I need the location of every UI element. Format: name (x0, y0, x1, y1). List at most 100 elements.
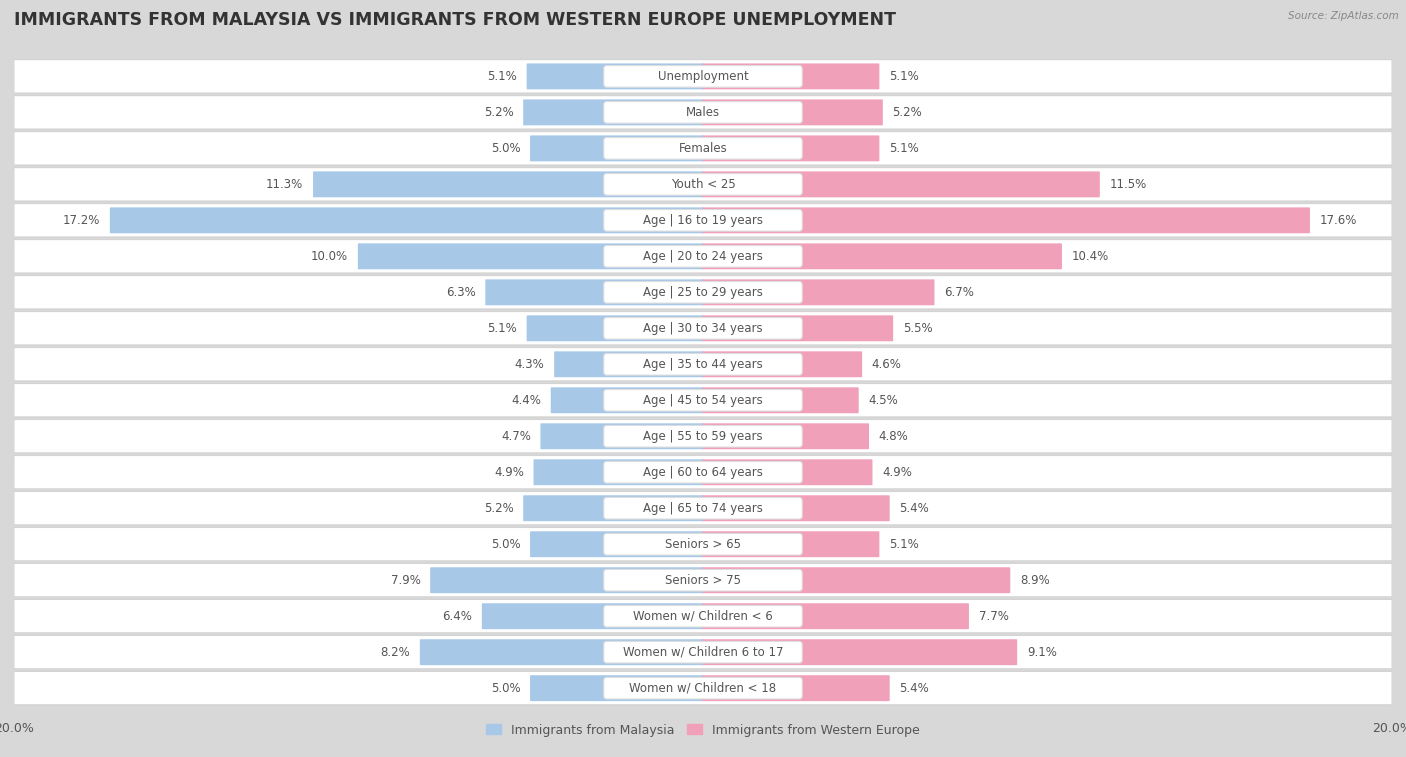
Text: 5.1%: 5.1% (488, 322, 517, 335)
Text: 5.4%: 5.4% (900, 502, 929, 515)
FancyBboxPatch shape (14, 600, 1392, 633)
FancyBboxPatch shape (703, 99, 883, 126)
FancyBboxPatch shape (703, 171, 1099, 198)
FancyBboxPatch shape (603, 101, 803, 123)
FancyBboxPatch shape (703, 279, 935, 305)
FancyBboxPatch shape (14, 528, 1392, 561)
Text: 4.4%: 4.4% (512, 394, 541, 407)
FancyBboxPatch shape (14, 492, 1392, 525)
FancyBboxPatch shape (703, 495, 890, 522)
FancyBboxPatch shape (14, 564, 1392, 597)
Text: 5.2%: 5.2% (484, 502, 513, 515)
Text: 4.8%: 4.8% (879, 430, 908, 443)
Text: 4.9%: 4.9% (882, 466, 912, 478)
FancyBboxPatch shape (603, 173, 803, 195)
FancyBboxPatch shape (603, 497, 803, 519)
FancyBboxPatch shape (527, 316, 703, 341)
FancyBboxPatch shape (530, 136, 703, 161)
FancyBboxPatch shape (14, 168, 1392, 201)
FancyBboxPatch shape (527, 64, 703, 89)
Text: 4.7%: 4.7% (501, 430, 531, 443)
FancyBboxPatch shape (703, 675, 890, 701)
Text: Males: Males (686, 106, 720, 119)
Text: 5.1%: 5.1% (889, 142, 918, 155)
Text: IMMIGRANTS FROM MALAYSIA VS IMMIGRANTS FROM WESTERN EUROPE UNEMPLOYMENT: IMMIGRANTS FROM MALAYSIA VS IMMIGRANTS F… (14, 11, 896, 30)
Text: 5.1%: 5.1% (889, 70, 918, 83)
Text: 5.0%: 5.0% (491, 682, 520, 695)
FancyBboxPatch shape (14, 312, 1392, 345)
Text: 4.3%: 4.3% (515, 358, 544, 371)
FancyBboxPatch shape (703, 136, 879, 161)
Text: 11.5%: 11.5% (1109, 178, 1147, 191)
FancyBboxPatch shape (603, 282, 803, 303)
Text: Age | 35 to 44 years: Age | 35 to 44 years (643, 358, 763, 371)
Text: Age | 25 to 29 years: Age | 25 to 29 years (643, 286, 763, 299)
FancyBboxPatch shape (14, 60, 1392, 93)
FancyBboxPatch shape (530, 675, 703, 701)
FancyBboxPatch shape (14, 240, 1392, 273)
FancyBboxPatch shape (603, 534, 803, 555)
FancyBboxPatch shape (603, 678, 803, 699)
FancyBboxPatch shape (703, 603, 969, 629)
FancyBboxPatch shape (603, 390, 803, 411)
FancyBboxPatch shape (14, 419, 1392, 453)
FancyBboxPatch shape (14, 96, 1392, 129)
FancyBboxPatch shape (359, 243, 703, 269)
FancyBboxPatch shape (603, 66, 803, 87)
Text: Age | 65 to 74 years: Age | 65 to 74 years (643, 502, 763, 515)
FancyBboxPatch shape (703, 459, 873, 485)
Text: 4.6%: 4.6% (872, 358, 901, 371)
Text: 7.7%: 7.7% (979, 609, 1008, 623)
FancyBboxPatch shape (703, 567, 1011, 593)
Text: 5.2%: 5.2% (893, 106, 922, 119)
Text: Seniors > 65: Seniors > 65 (665, 537, 741, 551)
FancyBboxPatch shape (14, 456, 1392, 489)
Text: 5.1%: 5.1% (889, 537, 918, 551)
Text: Age | 20 to 24 years: Age | 20 to 24 years (643, 250, 763, 263)
FancyBboxPatch shape (703, 316, 893, 341)
Text: Unemployment: Unemployment (658, 70, 748, 83)
Text: 5.1%: 5.1% (488, 70, 517, 83)
Text: Females: Females (679, 142, 727, 155)
FancyBboxPatch shape (603, 317, 803, 339)
FancyBboxPatch shape (703, 64, 879, 89)
Text: 8.2%: 8.2% (381, 646, 411, 659)
FancyBboxPatch shape (523, 99, 703, 126)
FancyBboxPatch shape (603, 245, 803, 267)
Text: 6.3%: 6.3% (446, 286, 475, 299)
Text: 5.2%: 5.2% (484, 106, 513, 119)
Legend: Immigrants from Malaysia, Immigrants from Western Europe: Immigrants from Malaysia, Immigrants fro… (481, 718, 925, 742)
Text: 7.9%: 7.9% (391, 574, 420, 587)
FancyBboxPatch shape (703, 639, 1017, 665)
Text: 11.3%: 11.3% (266, 178, 304, 191)
FancyBboxPatch shape (533, 459, 703, 485)
Text: 4.9%: 4.9% (494, 466, 524, 478)
FancyBboxPatch shape (603, 425, 803, 447)
Text: 5.0%: 5.0% (491, 142, 520, 155)
FancyBboxPatch shape (430, 567, 703, 593)
FancyBboxPatch shape (14, 347, 1392, 381)
FancyBboxPatch shape (14, 132, 1392, 165)
FancyBboxPatch shape (603, 569, 803, 591)
Text: 5.0%: 5.0% (491, 537, 520, 551)
FancyBboxPatch shape (603, 138, 803, 159)
FancyBboxPatch shape (14, 671, 1392, 705)
Text: Age | 45 to 54 years: Age | 45 to 54 years (643, 394, 763, 407)
Text: Age | 16 to 19 years: Age | 16 to 19 years (643, 213, 763, 227)
Text: 6.7%: 6.7% (945, 286, 974, 299)
FancyBboxPatch shape (14, 276, 1392, 309)
FancyBboxPatch shape (703, 351, 862, 377)
FancyBboxPatch shape (523, 495, 703, 522)
FancyBboxPatch shape (14, 204, 1392, 237)
FancyBboxPatch shape (603, 210, 803, 231)
Text: 5.4%: 5.4% (900, 682, 929, 695)
Text: Youth < 25: Youth < 25 (671, 178, 735, 191)
Text: 8.9%: 8.9% (1019, 574, 1050, 587)
FancyBboxPatch shape (110, 207, 703, 233)
Text: 6.4%: 6.4% (443, 609, 472, 623)
FancyBboxPatch shape (314, 171, 703, 198)
FancyBboxPatch shape (703, 207, 1310, 233)
FancyBboxPatch shape (703, 531, 879, 557)
FancyBboxPatch shape (603, 354, 803, 375)
FancyBboxPatch shape (703, 423, 869, 449)
